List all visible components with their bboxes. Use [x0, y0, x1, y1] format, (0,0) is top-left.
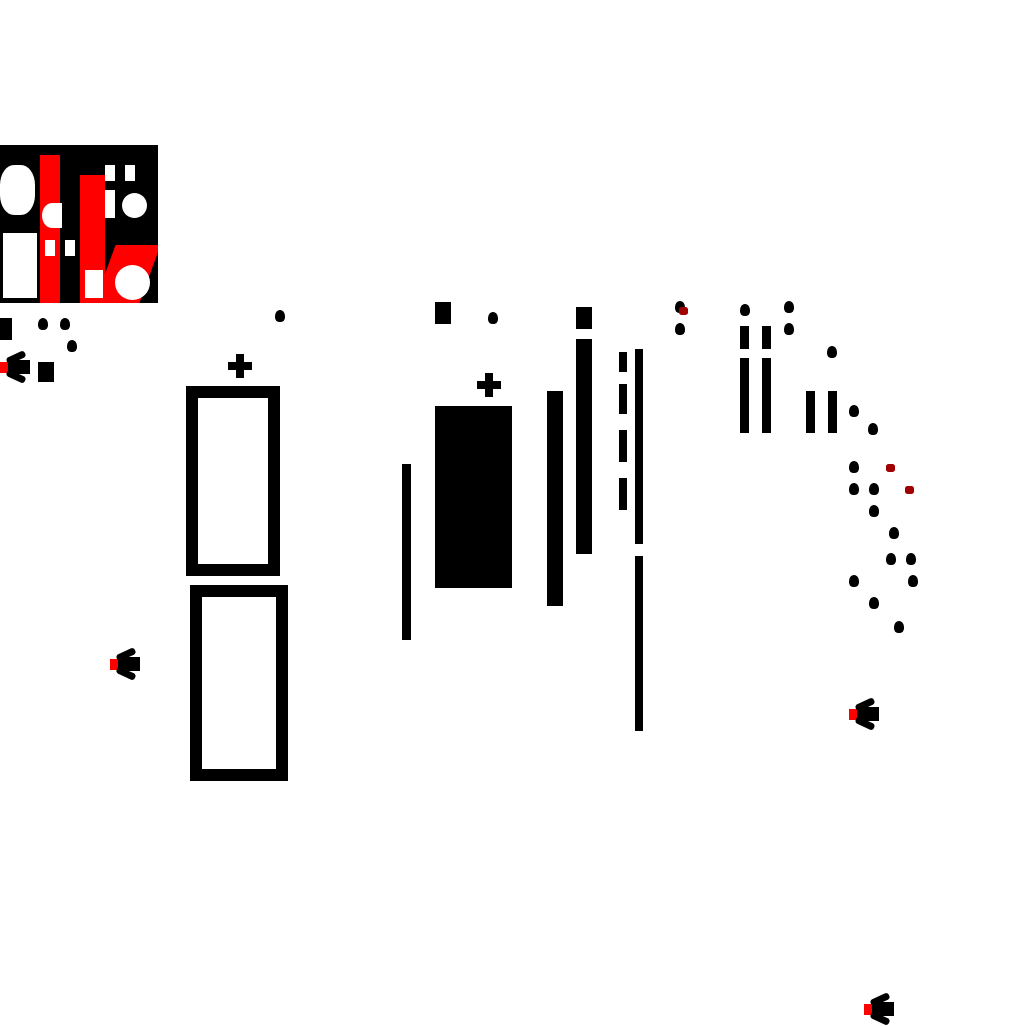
enemy-unit: [784, 301, 794, 313]
enemy-unit: [784, 323, 794, 335]
enemy-unit: [60, 318, 70, 330]
enemy-unit: [849, 575, 859, 587]
wall-block: [0, 318, 12, 340]
enemy-unit: [886, 553, 896, 565]
ship-icon: [849, 697, 881, 731]
enemy-unit: [849, 461, 859, 473]
wall-bar: [740, 358, 749, 433]
plus-icon[interactable]: [228, 354, 252, 378]
minimap: [0, 145, 158, 303]
building-block: [435, 406, 512, 588]
wall-bar: [635, 556, 643, 731]
wall-bar: [402, 464, 411, 640]
enemy-unit: [908, 575, 918, 587]
wall-bar: [547, 391, 563, 606]
ship-icon: [864, 992, 896, 1026]
enemy-unit: [38, 318, 48, 330]
enemy-unit: [894, 621, 904, 633]
wall-bar: [635, 349, 643, 544]
enemy-unit-red: [886, 464, 895, 472]
ship-icon: [0, 350, 32, 384]
wall-dash: [619, 478, 627, 510]
enemy-unit: [869, 483, 879, 495]
enemy-unit: [889, 527, 899, 539]
wall-block: [38, 362, 54, 382]
enemy-unit: [849, 483, 859, 495]
plus-icon[interactable]: [477, 373, 501, 397]
enemy-unit: [275, 310, 285, 322]
enemy-unit: [740, 304, 750, 316]
wall-bar: [806, 391, 815, 433]
wall-bar: [576, 339, 592, 554]
enemy-unit: [827, 346, 837, 358]
wall-block: [576, 307, 592, 329]
building-frame: [190, 585, 288, 781]
wall-dash: [619, 384, 627, 414]
ship-icon: [110, 647, 142, 681]
enemy-unit-red: [905, 486, 914, 494]
wall-bar: [828, 391, 837, 433]
enemy-unit: [869, 597, 879, 609]
enemy-unit-red: [679, 307, 688, 315]
wall-bar: [740, 326, 749, 349]
enemy-unit: [869, 505, 879, 517]
enemy-unit: [67, 340, 77, 352]
wall-bar: [762, 358, 771, 433]
enemy-unit: [849, 405, 859, 417]
enemy-unit: [488, 312, 498, 324]
building-frame: [186, 386, 280, 576]
enemy-unit: [906, 553, 916, 565]
enemy-unit: [675, 323, 685, 335]
wall-block: [435, 302, 451, 324]
wall-bar: [762, 326, 771, 349]
enemy-unit: [868, 423, 878, 435]
wall-dash: [619, 352, 627, 372]
wall-dash: [619, 430, 627, 462]
